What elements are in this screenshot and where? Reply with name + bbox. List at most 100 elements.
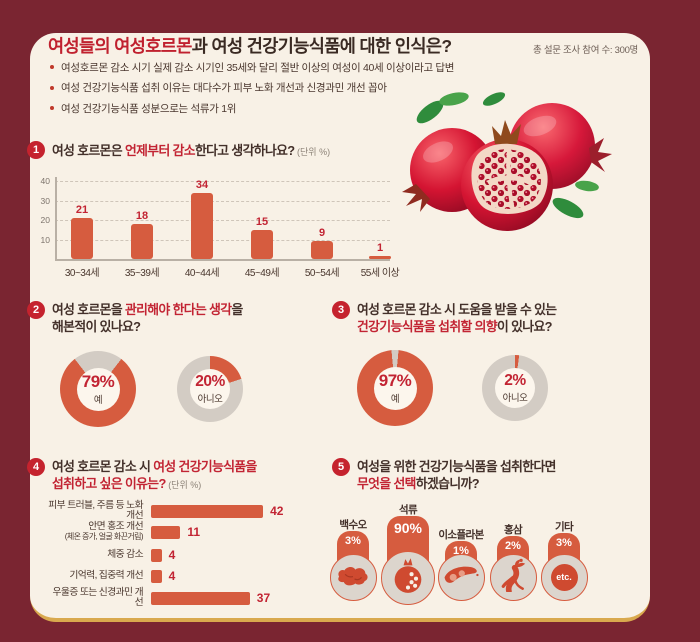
gridline (55, 181, 390, 182)
section-title-line: 섭취하고 싶은 이유는? (단위 %) (52, 475, 257, 494)
red-ginseng-icon (499, 558, 527, 597)
bullet-dot-icon (50, 106, 54, 111)
y-axis-line (55, 177, 57, 259)
bar (151, 504, 264, 518)
icon-stat-label: 홍삼 (503, 524, 523, 536)
gridline (55, 220, 390, 221)
section-title-text: 섭취하고 싶은 이유는? (52, 476, 166, 491)
summary-bullet: 여성호르몬 감소 시기 실제 감소 시기인 35세와 달리 절반 이상의 여성이… (50, 57, 454, 78)
hbar-category-label: 기억력, 집중력 개선 (45, 570, 143, 582)
bullet-text: 여성호르몬 감소 시기 실제 감소 시기인 35세와 달리 절반 이상의 여성이… (61, 61, 455, 74)
donut-percent: 79% (81, 372, 115, 391)
section-title-line: 여성 호르몬은 언제부터 감소한다고 생각하나요? (단위 %) (52, 142, 330, 161)
section-title-text: 건강기능식품을 섭취할 의향 (357, 319, 498, 334)
section-title-line: 여성 호르몬 감소 시 여성 건강기능식품을 (52, 458, 257, 475)
section-title-text: 무엇을 선택 (357, 476, 416, 491)
section-title: 여성 호르몬은 언제부터 감소한다고 생각하나요? (단위 %) (52, 142, 330, 161)
icon-stat-circle (329, 553, 377, 601)
section-title-text: (단위 %) (165, 480, 202, 490)
bar (151, 548, 162, 562)
donut-percent: 97% (378, 371, 412, 390)
donut-percent: 2% (504, 372, 526, 389)
x-axis-category-label: 30~34세 (64, 268, 100, 279)
hbar-row: 우울증 또는 신경과민 개선 37 (45, 587, 271, 609)
donut-center: 20% 아니오 (190, 369, 230, 409)
bullet-text: 여성 건강기능식품 성분으로는 석류가 1위 (61, 102, 237, 115)
gridline (55, 239, 390, 241)
bar-value-label: 4 (168, 548, 176, 562)
hbar-row: 안면 홍조 개선 (체온 증가, 얼굴 화끈거림) 11 (45, 521, 200, 543)
section-title-line: 여성 호르몬을 관리해야 한다는 생각을 (52, 301, 243, 318)
icon-stat-label: 이소플라본 (438, 529, 484, 541)
x-axis-category-label: 35~39세 (124, 268, 160, 279)
bar-value-label: 1 (376, 241, 384, 254)
donut-no: 20% 아니오 (177, 356, 243, 422)
hbar-label-main: 피부 트러블, 주름 등 노화 개선 (48, 499, 143, 521)
y-axis-tick-label: 20 (40, 215, 50, 225)
icon-stat-circle: etc. (540, 553, 588, 601)
x-axis-category-label: 40~44세 (184, 268, 220, 279)
section-title-text: (단위 %) (294, 147, 331, 157)
section-number-badge: 1 (27, 141, 45, 159)
section-title-text: 여성 호르몬은 (52, 143, 125, 158)
soybean-icon (443, 564, 479, 591)
donut-center: 2% 아니오 (495, 368, 535, 408)
section-title-text: 언제부터 감소 (124, 143, 196, 158)
bar (311, 241, 333, 259)
donut-answer-label: 아니오 (197, 394, 223, 405)
donut-yes: 79% 예 (60, 351, 136, 427)
bar-value-label: 18 (135, 209, 149, 222)
bar (151, 591, 250, 605)
summary-bullet: 여성 건강기능식품 섭취 이유는 대다수가 피부 노화 개선과 신경과민 개선 … (50, 78, 454, 99)
donut-center: 79% 예 (76, 367, 120, 411)
section-number-badge: 4 (27, 458, 45, 476)
bar-value-label: 4 (168, 569, 176, 583)
section-title: 여성 호르몬을 관리해야 한다는 생각을 해본적이 있나요? (52, 301, 243, 335)
icon-stat-circle (437, 553, 485, 601)
bullet-dot-icon (50, 85, 54, 90)
hbar-category-label: 우울증 또는 신경과민 개선 (45, 587, 144, 609)
hbar-category-label: 피부 트러블, 주름 등 노화 개선 (45, 499, 143, 522)
bullet-text: 여성 건강기능식품 섭취 이유는 대다수가 피부 노화 개선과 신경과민 개선 … (61, 82, 387, 95)
hbar-row: 체중 감소 4 (45, 544, 175, 566)
section-number-badge: 2 (27, 301, 45, 319)
bar (151, 525, 181, 539)
section-title-line: 해본적이 있나요? (52, 318, 243, 335)
donut-percent: 20% (195, 373, 225, 390)
section-title-text: 여성 호르몬을 (52, 302, 125, 317)
etc-badge: etc. (550, 563, 578, 591)
y-axis-tick-label: 30 (40, 195, 50, 206)
section-title-text: 해본적이 있나요? (52, 319, 141, 334)
page-title-highlight: 여성들의 여성호르몬 (48, 36, 192, 56)
section-title-line: 여성을 위한 건강기능식품을 섭취한다면 (357, 458, 556, 475)
section-title: 여성 호르몬 감소 시 도움을 받을 수 있는 건강기능식품을 섭취할 의향이 있… (357, 301, 557, 335)
x-axis-line (55, 259, 390, 261)
bar (131, 223, 153, 259)
x-axis-category-label: 50~54세 (304, 268, 340, 279)
bar (251, 229, 273, 259)
participants-count: 총 설문 조사 참여 수: 300명 (533, 45, 638, 56)
bar-value-label: 42 (270, 504, 284, 518)
section-title-text: 하겠습니까? (415, 476, 480, 491)
donut-center: 97% 예 (373, 366, 417, 410)
x-axis-category-label: 45~49세 (244, 268, 280, 279)
baeksuo-root-icon (336, 563, 370, 592)
section-title-text: 한다고 생각하나요? (194, 143, 295, 158)
donut-no: 2% 아니오 (482, 355, 548, 421)
hbar-label-sub: (체온 증가, 얼굴 화끈거림) (64, 532, 144, 541)
bar (369, 255, 391, 259)
bar-value-label: 21 (75, 204, 89, 217)
donut-yes: 97% 예 (357, 350, 433, 426)
y-axis-tick-label: 40 (40, 176, 50, 186)
section-title-text: 이 있나요? (497, 319, 552, 334)
icon-stat-label: 기타 (554, 521, 574, 533)
donut-answer-label: 예 (93, 395, 103, 406)
section-title-text: 여성 호르몬 감소 시 (52, 459, 154, 474)
hbar-row: 기억력, 집중력 개선 4 (45, 565, 175, 587)
x-axis-category-label: 55세 이상 (360, 268, 400, 279)
hbar-category-label: 체중 감소 (45, 549, 143, 561)
bar-value-label: 34 (195, 178, 209, 191)
bar-value-label: 15 (255, 215, 269, 228)
section-number-badge: 5 (332, 458, 350, 476)
